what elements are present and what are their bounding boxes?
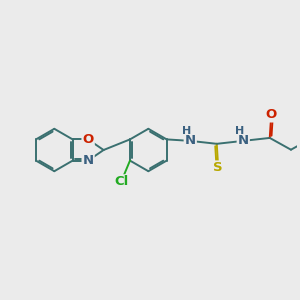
Text: O: O (266, 109, 277, 122)
Text: O: O (82, 133, 94, 146)
Text: N: N (185, 134, 196, 147)
Text: H: H (235, 126, 244, 136)
Text: Cl: Cl (114, 175, 128, 188)
Text: N: N (238, 134, 249, 147)
Text: H: H (182, 126, 191, 136)
Text: S: S (213, 161, 223, 175)
Text: N: N (82, 154, 94, 167)
